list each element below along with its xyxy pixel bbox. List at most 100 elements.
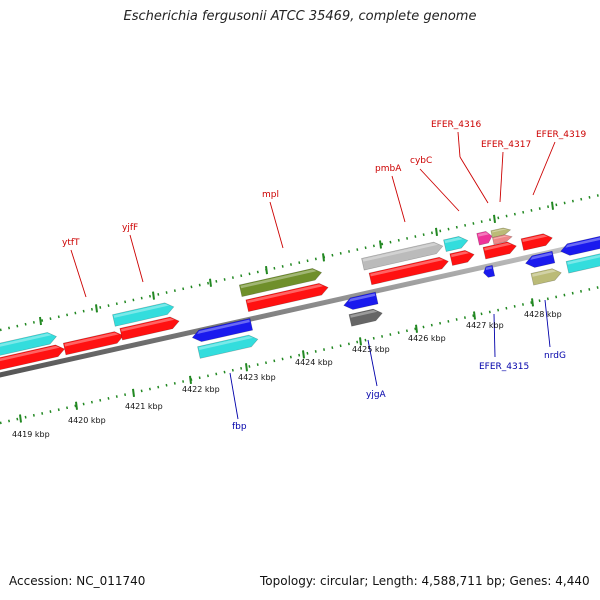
blue-gene-right-shine bbox=[565, 233, 600, 248]
label-cybC: cybC bbox=[410, 156, 432, 166]
forward-major-tick bbox=[322, 253, 325, 262]
pmbA-gene-red bbox=[368, 256, 449, 286]
nrdG-gene-blue-shine bbox=[530, 252, 553, 260]
reverse-tick-track bbox=[0, 285, 600, 425]
label-yjgA: yjgA bbox=[366, 390, 387, 400]
ytfT-gene-shine bbox=[64, 332, 119, 347]
blue-gene-right bbox=[560, 231, 600, 256]
genome-backbone bbox=[0, 238, 600, 378]
EFER_4316-gene-shine bbox=[477, 232, 489, 237]
kbp-tick-label: 4420 kbp bbox=[68, 416, 106, 425]
forward-tick-track bbox=[0, 193, 600, 332]
leader-fbp bbox=[229, 372, 239, 420]
fbp-gene-cyan-shine bbox=[198, 336, 254, 350]
EFER_4316b-gene bbox=[490, 227, 512, 238]
forward-major-tick bbox=[551, 201, 554, 210]
nrdG-gene-khaki bbox=[530, 268, 562, 286]
leader-EFER_4315 bbox=[493, 313, 496, 358]
forward-major-tick bbox=[95, 304, 98, 313]
red-gene-left-shine bbox=[0, 345, 60, 365]
leader-mpl bbox=[269, 201, 284, 249]
nrdG-gene-khaki-shine bbox=[532, 269, 557, 277]
EFER_4319-gene-shine bbox=[522, 234, 548, 243]
kbp-tick-label: 4419 kbp bbox=[12, 430, 50, 439]
ytfT-gene bbox=[62, 331, 125, 356]
EFER_4315-gene bbox=[483, 264, 496, 278]
label-EFER_4316: EFER_4316 bbox=[431, 120, 481, 130]
kbp-major-tick bbox=[245, 363, 248, 372]
kbp-major-tick bbox=[531, 298, 534, 307]
cybC-gene-cyan bbox=[443, 236, 469, 252]
EFER_4316b-gene-shine bbox=[492, 228, 507, 233]
fbp-gene-cyan bbox=[197, 334, 259, 359]
label-EFER_4315: EFER_4315 bbox=[479, 362, 529, 372]
leader-nrdG bbox=[544, 299, 551, 348]
cybC-gene-red bbox=[449, 250, 475, 266]
label-EFER_4319: EFER_4319 bbox=[536, 130, 586, 140]
kbp-tick-label: 4426 kbp bbox=[408, 334, 446, 343]
fbp-gene-blue-shine bbox=[197, 319, 250, 335]
EFER_4315-gene-shine bbox=[485, 266, 493, 271]
leader-EFER_4316b bbox=[459, 156, 489, 204]
leader-EFER_4317 bbox=[499, 151, 504, 203]
label-yjfF: yjfF bbox=[122, 223, 138, 233]
leader-EFER_4319 bbox=[532, 141, 556, 196]
label-EFER_4317: EFER_4317 bbox=[481, 140, 531, 150]
EFER_4316c-gene bbox=[492, 234, 513, 245]
mpl-gene-red bbox=[245, 283, 329, 312]
kbp-tick-label: 4424 kbp bbox=[295, 358, 333, 367]
cyan-gene-right-shine bbox=[567, 251, 600, 265]
kbp-tick-label: 4427 kbp bbox=[466, 321, 504, 330]
yjgA-gene-gray bbox=[348, 308, 383, 327]
leader-pmbA bbox=[391, 175, 406, 223]
kbp-tick-label: 4423 kbp bbox=[238, 373, 276, 382]
yjgA-gene-gray-shine bbox=[350, 310, 378, 318]
pmbA-gene-gray bbox=[361, 241, 444, 271]
EFER_4319-gene bbox=[520, 233, 553, 251]
red-gene-left bbox=[0, 344, 66, 374]
EFER_4317-gene bbox=[482, 241, 517, 260]
leader-EFER_4316 bbox=[457, 131, 461, 158]
forward-major-tick bbox=[152, 291, 155, 300]
kbp-major-tick bbox=[302, 350, 305, 359]
cyan-gene-right bbox=[565, 249, 600, 274]
kbp-major-tick bbox=[19, 414, 22, 423]
kbp-major-tick bbox=[75, 401, 78, 410]
leader-ytfT bbox=[70, 249, 87, 298]
cybC-gene-red-shine bbox=[451, 251, 470, 258]
kbp-tick-label: 4422 kbp bbox=[182, 385, 220, 394]
kbp-major-tick bbox=[473, 311, 476, 320]
mpl-gene-olive bbox=[238, 268, 323, 298]
forward-major-tick bbox=[379, 240, 382, 249]
yjfF-gene-cyan bbox=[112, 302, 175, 327]
map-title: Escherichia fergusonii ATCC 35469, compl… bbox=[123, 9, 477, 24]
forward-major-tick bbox=[209, 278, 212, 287]
yjfF-gene-red bbox=[119, 316, 180, 341]
label-pmbA: pmbA bbox=[375, 164, 402, 174]
kbp-tick-label: 4428 kbp bbox=[524, 310, 562, 319]
forward-major-tick bbox=[493, 214, 496, 223]
kbp-major-tick bbox=[415, 324, 418, 333]
label-nrdG: nrdG bbox=[544, 351, 566, 361]
mpl-gene-red-shine bbox=[247, 284, 324, 304]
kbp-major-tick bbox=[132, 388, 135, 397]
kbp-tick-label: 4425 kbp bbox=[352, 345, 390, 354]
leader-cybC bbox=[419, 168, 460, 212]
cyan-gene-left bbox=[0, 332, 57, 362]
label-ytfT: ytfT bbox=[62, 238, 80, 248]
yjfF-gene-red-shine bbox=[121, 317, 175, 332]
pmbA-gene-gray-shine bbox=[362, 243, 439, 262]
cybC-gene-cyan-shine bbox=[444, 237, 464, 244]
forward-major-tick bbox=[265, 266, 268, 275]
EFER_4316c-gene-shine bbox=[493, 235, 509, 240]
forward-major-tick bbox=[435, 227, 438, 237]
leader-yjgA bbox=[367, 339, 378, 387]
kbp-major-tick bbox=[189, 375, 192, 385]
topology-summary-text: Topology: circular; Length: 4,588,711 bp… bbox=[260, 574, 590, 588]
label-fbp: fbp bbox=[232, 422, 247, 432]
nrdG-gene-blue bbox=[525, 250, 556, 268]
kbp-tick-label: 4421 kbp bbox=[125, 402, 163, 411]
mpl-gene-olive-shine bbox=[240, 269, 317, 289]
fbp-gene-blue bbox=[191, 318, 254, 342]
